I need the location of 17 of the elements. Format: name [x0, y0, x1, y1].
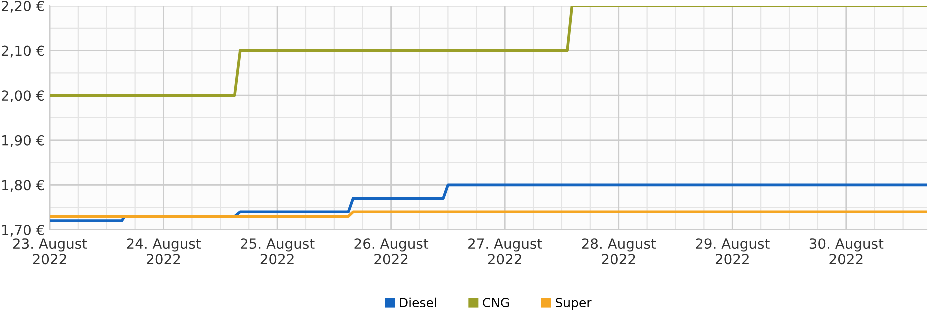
- legend-label: Super: [556, 298, 592, 310]
- y-tick-label: 1,70 €: [2, 224, 44, 237]
- x-tick-label: 30. August 2022: [810, 238, 884, 265]
- x-tick-label: 24. August 2022: [127, 238, 201, 265]
- y-tick-label: 1,90 €: [2, 135, 44, 148]
- x-tick-label: 27. August 2022: [468, 238, 542, 265]
- x-tick-label: 26. August 2022: [354, 238, 429, 265]
- x-tick-label: 29. August 2022: [696, 238, 770, 265]
- y-tick-label: 1,80 €: [2, 180, 44, 192]
- legend-label: CNG: [483, 298, 510, 308]
- y-tick-label: 2,20 €: [2, 0, 44, 13]
- legend-label: Diesel: [400, 298, 436, 308]
- x-tick-label: 28. August 2022: [582, 238, 656, 265]
- y-tick-label: 2,00 €: [2, 90, 44, 102]
- x-tick-label: 25. August 2022: [241, 238, 315, 265]
- y-tick-label: 2,10 €: [2, 46, 44, 58]
- x-tick-label: 23. August 2022: [13, 238, 88, 265]
